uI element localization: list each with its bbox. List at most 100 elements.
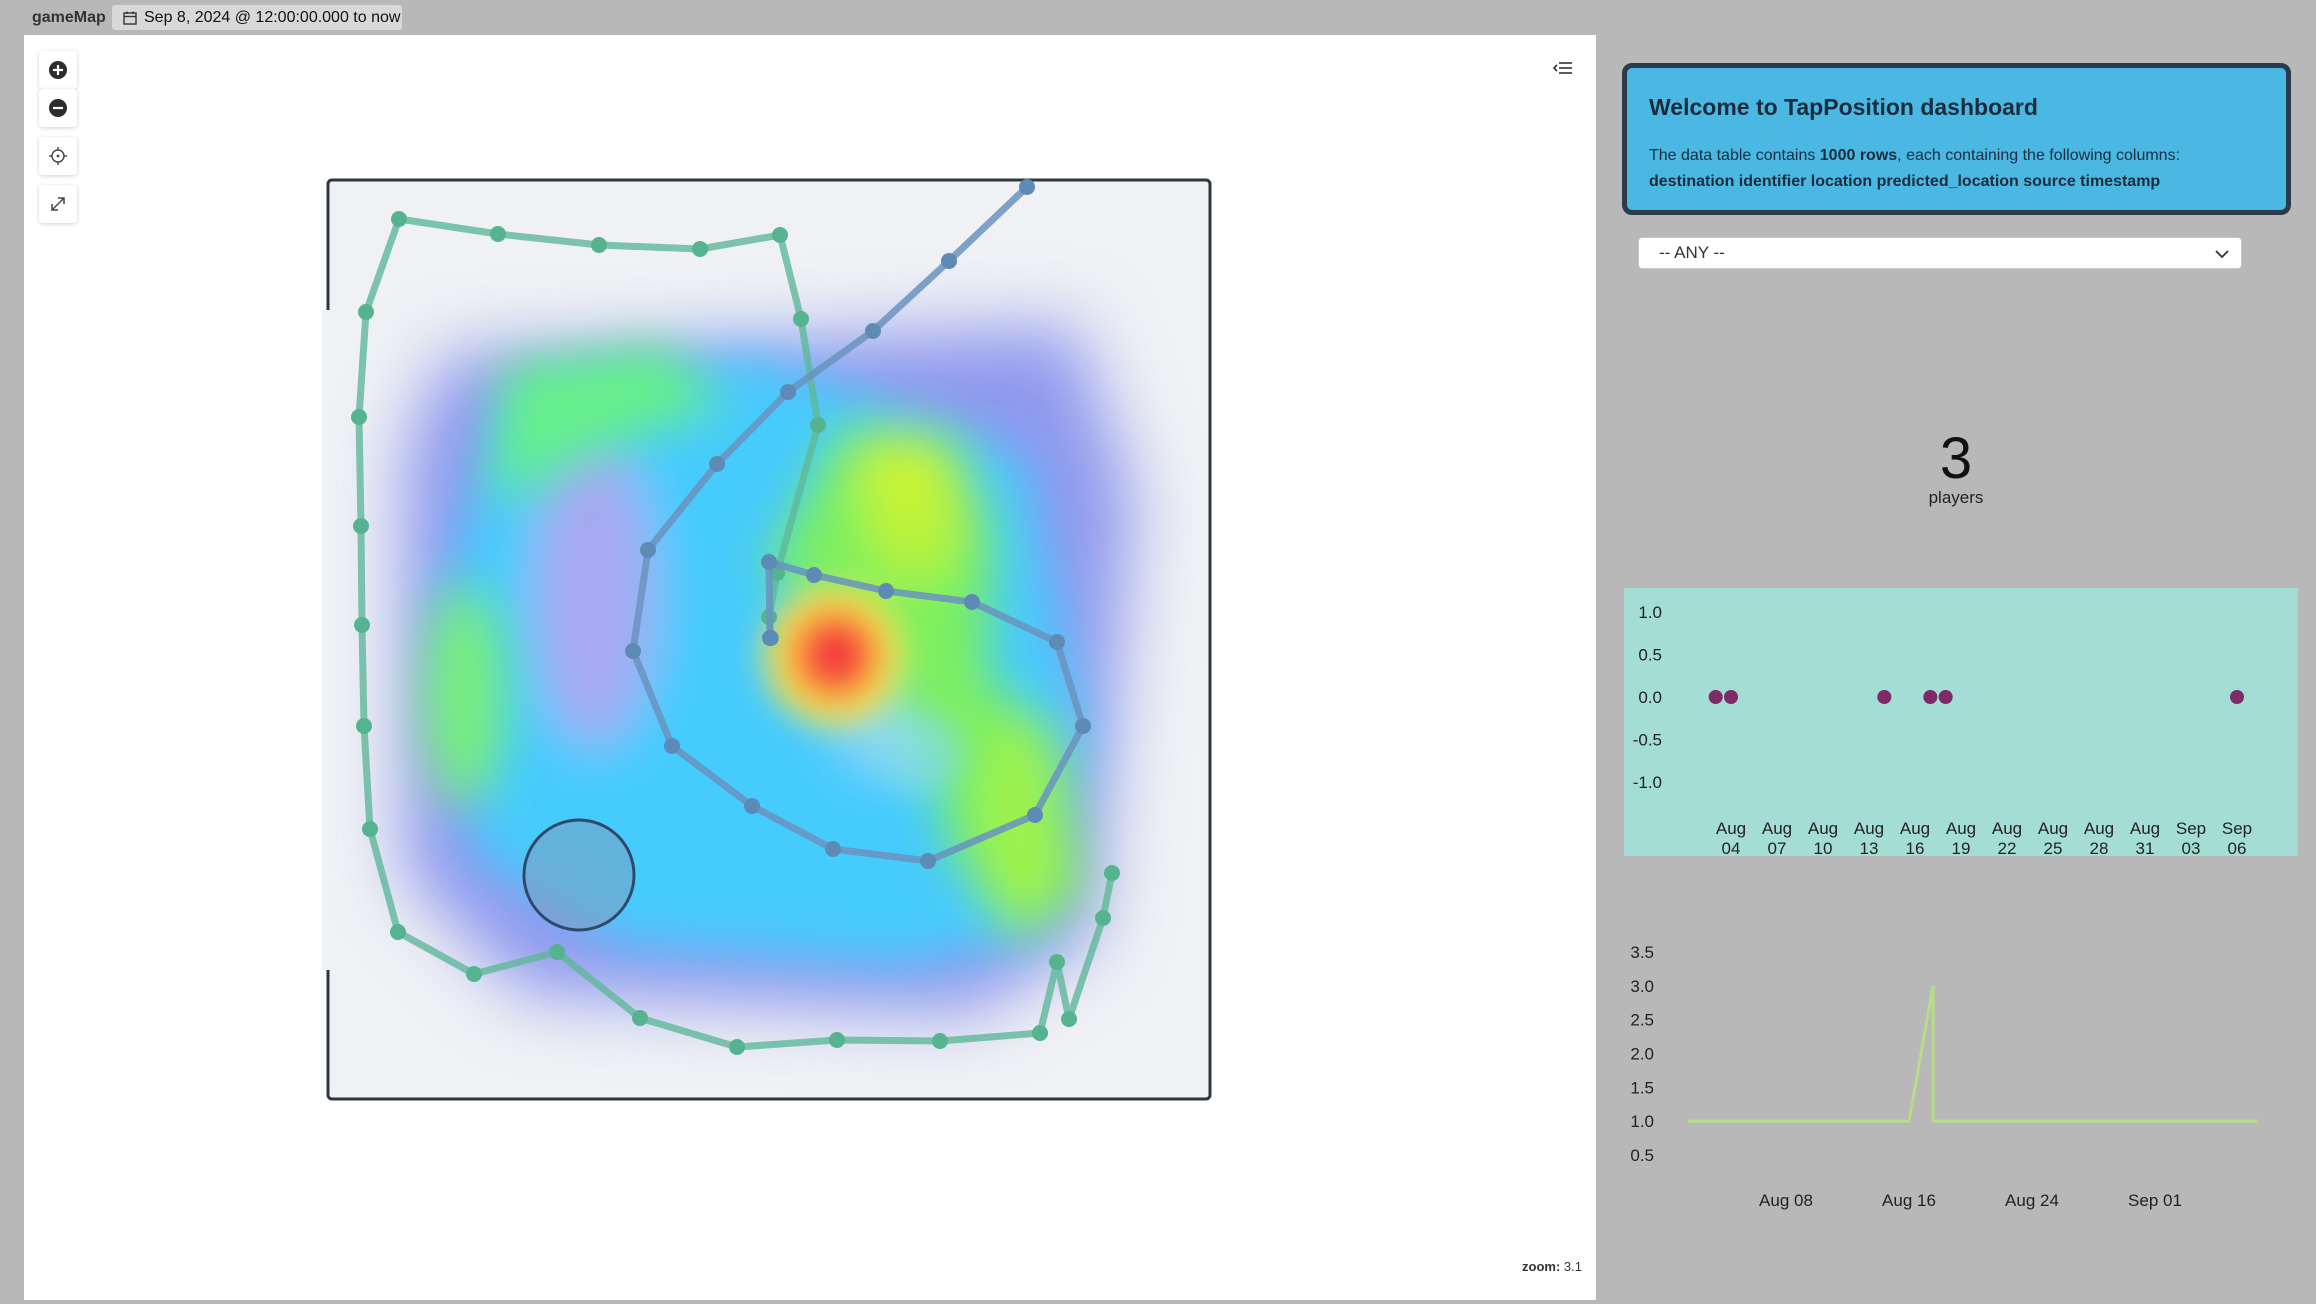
welcome-desc-prefix: The data table contains xyxy=(1649,147,1820,164)
scatter-y-tick: -0.5 xyxy=(1633,731,1662,750)
scatter-point[interactable] xyxy=(1877,690,1892,704)
rows-count: 1000 rows xyxy=(1819,147,1898,164)
scatter-background xyxy=(1624,588,2298,856)
green-path-point[interactable] xyxy=(391,211,407,227)
map-canvas[interactable] xyxy=(24,35,1596,1300)
crosshair-icon xyxy=(49,147,67,165)
green-path-point[interactable] xyxy=(490,226,506,242)
welcome-desc-suffix: , each containing the following columns: xyxy=(1897,147,2181,164)
green-path-point[interactable] xyxy=(358,304,374,320)
green-path-point[interactable] xyxy=(1061,1011,1077,1027)
scatter-x-tick: Aug 31 xyxy=(2130,819,2160,856)
scatter-x-tick: Aug 04 xyxy=(1716,819,1746,856)
blue-path-point[interactable] xyxy=(865,323,881,339)
green-path-point[interactable] xyxy=(932,1033,948,1049)
scatter-point[interactable] xyxy=(2230,690,2244,704)
zoom-value: 3.1 xyxy=(1563,1259,1582,1274)
blue-path-point[interactable] xyxy=(761,554,777,570)
green-path-point[interactable] xyxy=(793,311,809,327)
line-y-tick: 1.0 xyxy=(1630,1112,1654,1131)
scatter-x-tick: Aug 13 xyxy=(1854,819,1884,856)
zoom-readout: zoom: 3.1 xyxy=(1522,1259,1582,1274)
player-path-green xyxy=(351,211,1120,1055)
green-path-point[interactable] xyxy=(729,1039,745,1055)
blue-path-point[interactable] xyxy=(625,643,641,659)
scatter-point[interactable] xyxy=(1724,690,1738,704)
green-path-point[interactable] xyxy=(353,518,369,534)
locate-button[interactable] xyxy=(39,137,77,175)
line-x-tick: Aug 24 xyxy=(2005,1191,2059,1210)
scatter-x-tick: Aug 19 xyxy=(1946,819,1976,856)
blue-path-point[interactable] xyxy=(1027,807,1043,823)
time-range-label: Sep 8, 2024 @ 12:00:00.000 to now xyxy=(144,8,401,26)
green-path-point[interactable] xyxy=(549,944,565,960)
scatter-y-axis: 1.0 0.5 0.0 -0.5 -1.0 xyxy=(1633,603,1662,792)
blue-path-point[interactable] xyxy=(1049,634,1065,650)
players-count: 3 xyxy=(1939,426,1973,491)
green-path-point[interactable] xyxy=(354,617,370,633)
green-path-point[interactable] xyxy=(466,966,482,982)
scatter-y-tick: 1.0 xyxy=(1638,603,1662,622)
expand-icon xyxy=(51,197,65,211)
scatter-point[interactable] xyxy=(1708,690,1723,704)
plus-icon xyxy=(49,61,67,79)
blue-path-point[interactable] xyxy=(744,798,760,814)
blue-path-point[interactable] xyxy=(806,567,822,583)
blue-path-point[interactable] xyxy=(825,841,841,857)
green-path-point[interactable] xyxy=(632,1010,648,1026)
map-panel[interactable]: zoom: 3.1 xyxy=(24,35,1596,1300)
scatter-x-tick: Aug 28 xyxy=(2084,819,2114,856)
scatter-point[interactable] xyxy=(1923,690,1938,704)
blue-path-point[interactable] xyxy=(941,253,957,269)
line-y-tick: 2.0 xyxy=(1630,1045,1654,1064)
blue-path-point[interactable] xyxy=(664,738,680,754)
collapse-panel-icon[interactable] xyxy=(1550,55,1576,81)
chevron-down-icon xyxy=(2215,250,2229,259)
line-x-axis: Aug 08 Aug 16 Aug 24 Sep 01 xyxy=(1759,1191,2182,1210)
green-path-point[interactable] xyxy=(829,1032,845,1048)
green-path-point[interactable] xyxy=(1032,1025,1048,1041)
green-path-point[interactable] xyxy=(362,821,378,837)
scatter-y-tick: -1.0 xyxy=(1633,773,1662,792)
green-path-point[interactable] xyxy=(1104,865,1120,881)
green-path-point[interactable] xyxy=(390,924,406,940)
green-path-point[interactable] xyxy=(351,409,367,425)
blue-path-point[interactable] xyxy=(780,384,796,400)
zoom-in-button[interactable] xyxy=(39,51,77,89)
green-path-point[interactable] xyxy=(1049,954,1065,970)
green-path-point[interactable] xyxy=(591,237,607,253)
green-path-point[interactable] xyxy=(692,241,708,257)
green-path-point[interactable] xyxy=(810,417,826,433)
scatter-x-tick: Aug 22 xyxy=(1992,819,2022,856)
green-path-point[interactable] xyxy=(356,718,372,734)
scatter-x-tick: Sep 06 xyxy=(2222,819,2252,856)
target-circle-marker[interactable] xyxy=(522,818,636,932)
blue-path-point[interactable] xyxy=(920,853,936,869)
scatter-point[interactable] xyxy=(1938,690,1953,704)
columns-list: destination identifier location predicte… xyxy=(1649,173,2161,190)
time-range-picker[interactable]: Sep 8, 2024 @ 12:00:00.000 to now xyxy=(112,5,402,30)
green-path-point[interactable] xyxy=(1095,910,1111,926)
welcome-description: The data table contains 1000 rows, each … xyxy=(1649,143,2264,195)
blue-path-point[interactable] xyxy=(878,583,894,599)
zoom-out-button[interactable] xyxy=(39,89,77,127)
scatter-x-tick: Sep 03 xyxy=(2176,819,2206,856)
scatter-x-tick: Aug 25 xyxy=(2038,819,2068,856)
green-path-point[interactable] xyxy=(772,227,788,243)
welcome-card: Welcome to TapPosition dashboard The dat… xyxy=(1622,63,2291,215)
select-value: -- ANY -- xyxy=(1659,243,1725,262)
line-y-tick: 1.5 xyxy=(1630,1078,1654,1097)
green-path-line xyxy=(355,215,1116,1051)
blue-path-point[interactable] xyxy=(762,630,778,646)
blue-path-points xyxy=(625,179,1091,869)
player-path-blue xyxy=(625,179,1091,869)
blue-path-point[interactable] xyxy=(1075,718,1091,734)
player-filter-select[interactable]: -- ANY -- xyxy=(1638,237,2242,269)
blue-path-point[interactable] xyxy=(1019,179,1035,195)
fullscreen-button[interactable] xyxy=(39,185,77,223)
blue-path-point[interactable] xyxy=(964,594,980,610)
blue-path-point[interactable] xyxy=(709,456,725,472)
zoom-label: zoom: xyxy=(1522,1259,1561,1274)
scatter-x-axis: Aug 04 Aug 07 Aug 10 Aug 13 Aug 16 Aug 19 Aug 22 Aug 25… xyxy=(1716,819,2252,856)
blue-path-point[interactable] xyxy=(640,542,656,558)
